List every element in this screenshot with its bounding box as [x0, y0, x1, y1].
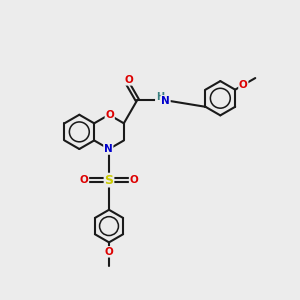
Text: O: O [105, 110, 114, 120]
Text: N: N [161, 96, 170, 106]
Text: N: N [104, 144, 113, 154]
Text: H: H [156, 92, 164, 102]
Text: S: S [104, 174, 113, 187]
Text: O: O [130, 175, 138, 185]
Text: O: O [239, 80, 248, 90]
Text: O: O [80, 175, 88, 185]
Text: O: O [124, 75, 133, 85]
Text: O: O [105, 247, 113, 257]
